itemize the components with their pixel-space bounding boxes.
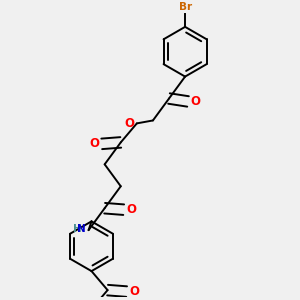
Text: O: O — [190, 95, 200, 108]
Text: O: O — [126, 203, 136, 216]
Text: O: O — [124, 117, 134, 130]
Text: O: O — [129, 285, 139, 298]
Text: O: O — [89, 137, 99, 150]
Text: H: H — [73, 224, 81, 234]
Text: Br: Br — [178, 2, 192, 12]
Text: N: N — [77, 224, 86, 234]
